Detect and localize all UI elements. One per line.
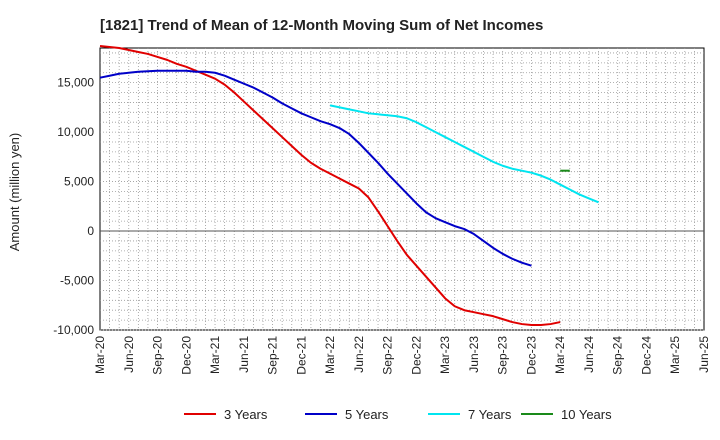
series-line-3-years xyxy=(99,45,561,327)
legend-label: 3 Years xyxy=(224,407,268,422)
x-tick-label: Sep-23 xyxy=(496,336,510,375)
series-lines xyxy=(99,45,599,327)
x-tick-label: Jun-25 xyxy=(697,336,711,373)
y-tick-label: 15,000 xyxy=(57,76,94,90)
x-tick-label: Dec-21 xyxy=(294,336,308,375)
x-tick-label: Jun-22 xyxy=(352,336,366,373)
legend-label: 5 Years xyxy=(345,407,389,422)
y-tick-label: 5,000 xyxy=(64,175,94,189)
legend: 3 Years 5 Years 7 Years 10 Years xyxy=(184,407,612,422)
y-tick-label: -10,000 xyxy=(53,323,94,337)
x-tick-label: Sep-22 xyxy=(381,336,395,375)
x-tick-label: Mar-24 xyxy=(553,336,567,374)
x-tick-label: Dec-22 xyxy=(409,336,423,375)
x-tick-label: Mar-21 xyxy=(208,336,222,374)
y-axis-label: Amount (million yen) xyxy=(7,133,22,252)
series-line-5-years xyxy=(99,69,532,267)
y-tick-label: 0 xyxy=(87,224,94,238)
x-tick-label: Dec-20 xyxy=(179,336,193,375)
y-tick-label: -5,000 xyxy=(60,274,94,288)
series-line-7-years xyxy=(329,104,599,204)
x-tick-label: Jun-23 xyxy=(467,336,481,373)
legend-label: 10 Years xyxy=(561,407,612,422)
x-axis-ticks: Mar-20 Jun-20 Sep-20 Dec-20 Mar-21 Jun-21 Sep-… xyxy=(93,336,711,375)
grid-lines xyxy=(100,48,704,331)
x-tick-label: Sep-20 xyxy=(151,336,165,375)
x-tick-label: Jun-20 xyxy=(122,336,136,373)
x-tick-label: Dec-23 xyxy=(524,336,538,375)
y-axis-ticks: -10,000 -5,000 0 5,000 10,000 15,000 xyxy=(53,76,94,337)
x-tick-label: Jun-21 xyxy=(237,336,251,373)
x-tick-label: Mar-23 xyxy=(438,336,452,374)
x-tick-label: Sep-24 xyxy=(611,336,625,375)
y-tick-label: 10,000 xyxy=(57,125,94,139)
x-tick-label: Dec-24 xyxy=(639,336,653,375)
x-tick-label: Mar-22 xyxy=(323,336,337,374)
x-tick-label: Jun-24 xyxy=(582,336,596,373)
chart-title: [1821] Trend of Mean of 12-Month Moving … xyxy=(100,17,543,34)
x-tick-label: Mar-20 xyxy=(93,336,107,374)
x-tick-label: Sep-21 xyxy=(266,336,280,375)
legend-label: 7 Years xyxy=(468,407,512,422)
x-tick-label: Mar-25 xyxy=(668,336,682,374)
